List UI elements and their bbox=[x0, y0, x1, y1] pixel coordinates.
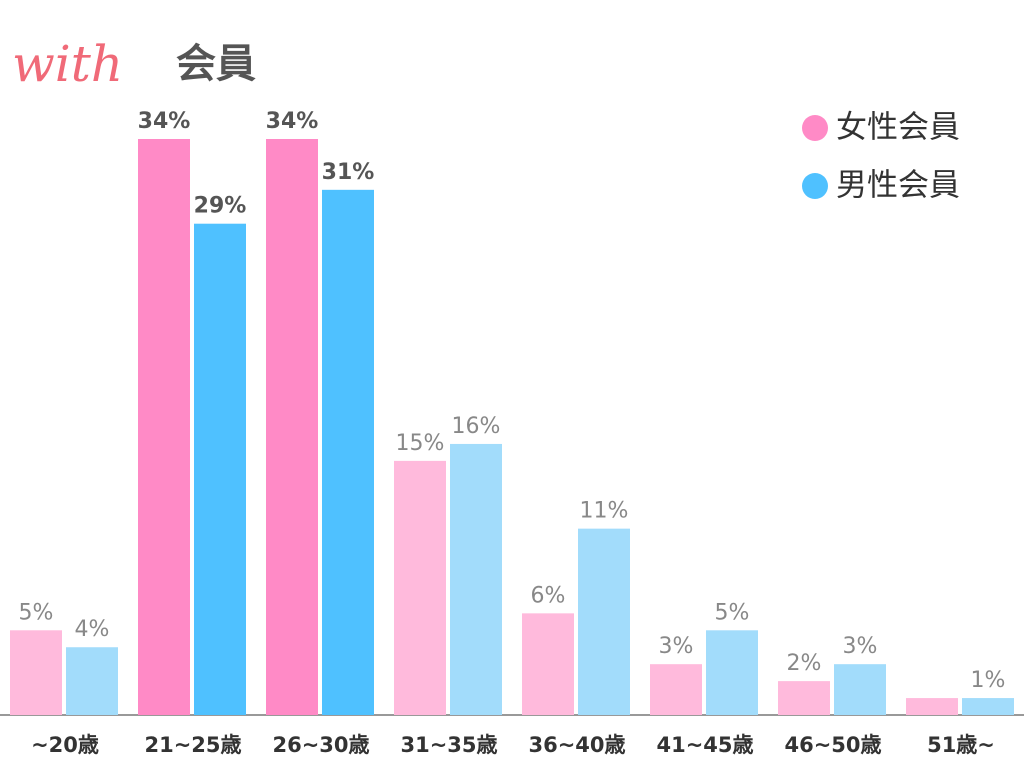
bar bbox=[578, 528, 630, 715]
x-tick-label: 26~30歳 bbox=[272, 733, 369, 757]
value-label: 3% bbox=[659, 634, 694, 659]
value-label: 1% bbox=[971, 668, 1006, 693]
x-tick-label: 36~40歳 bbox=[528, 733, 625, 757]
value-label: 34% bbox=[138, 109, 191, 134]
value-label: 29% bbox=[194, 194, 247, 219]
bar bbox=[194, 223, 246, 716]
value-label: 5% bbox=[19, 600, 54, 625]
legend-marker bbox=[802, 173, 828, 199]
bar bbox=[522, 613, 574, 715]
legend-label: 女性会員 bbox=[836, 110, 960, 146]
bar bbox=[138, 139, 190, 715]
bar bbox=[394, 460, 446, 715]
bar bbox=[322, 189, 374, 715]
value-label: 4% bbox=[75, 617, 110, 642]
x-tick-label: 46~50歳 bbox=[784, 733, 881, 757]
legend-marker bbox=[802, 115, 828, 141]
bar bbox=[778, 681, 830, 715]
bar bbox=[962, 698, 1014, 715]
x-tick-label: 41~45歳 bbox=[656, 733, 753, 757]
x-tick-label: 31~35歳 bbox=[400, 733, 497, 757]
value-label: 31% bbox=[322, 160, 375, 185]
bar bbox=[706, 630, 758, 715]
value-label: 11% bbox=[580, 499, 629, 524]
value-label: 5% bbox=[715, 600, 750, 625]
bar bbox=[266, 139, 318, 715]
bar bbox=[906, 698, 958, 715]
chart-title: 会員 bbox=[176, 41, 256, 87]
value-label: 34% bbox=[266, 109, 319, 134]
chart-brand: with bbox=[12, 35, 123, 93]
bar bbox=[650, 664, 702, 715]
bar bbox=[66, 647, 118, 715]
bar bbox=[10, 630, 62, 715]
value-label: 16% bbox=[452, 414, 501, 439]
x-tick-label: 21~25歳 bbox=[144, 733, 241, 757]
value-label: 15% bbox=[396, 431, 445, 456]
value-label: 6% bbox=[531, 583, 566, 608]
legend-label: 男性会員 bbox=[836, 168, 960, 204]
value-label: 3% bbox=[843, 634, 878, 659]
bar bbox=[834, 664, 886, 715]
value-label: 2% bbox=[787, 651, 822, 676]
x-tick-label: ~20歳 bbox=[31, 733, 99, 757]
x-tick-label: 51歳~ bbox=[927, 733, 995, 757]
bar bbox=[450, 443, 502, 715]
